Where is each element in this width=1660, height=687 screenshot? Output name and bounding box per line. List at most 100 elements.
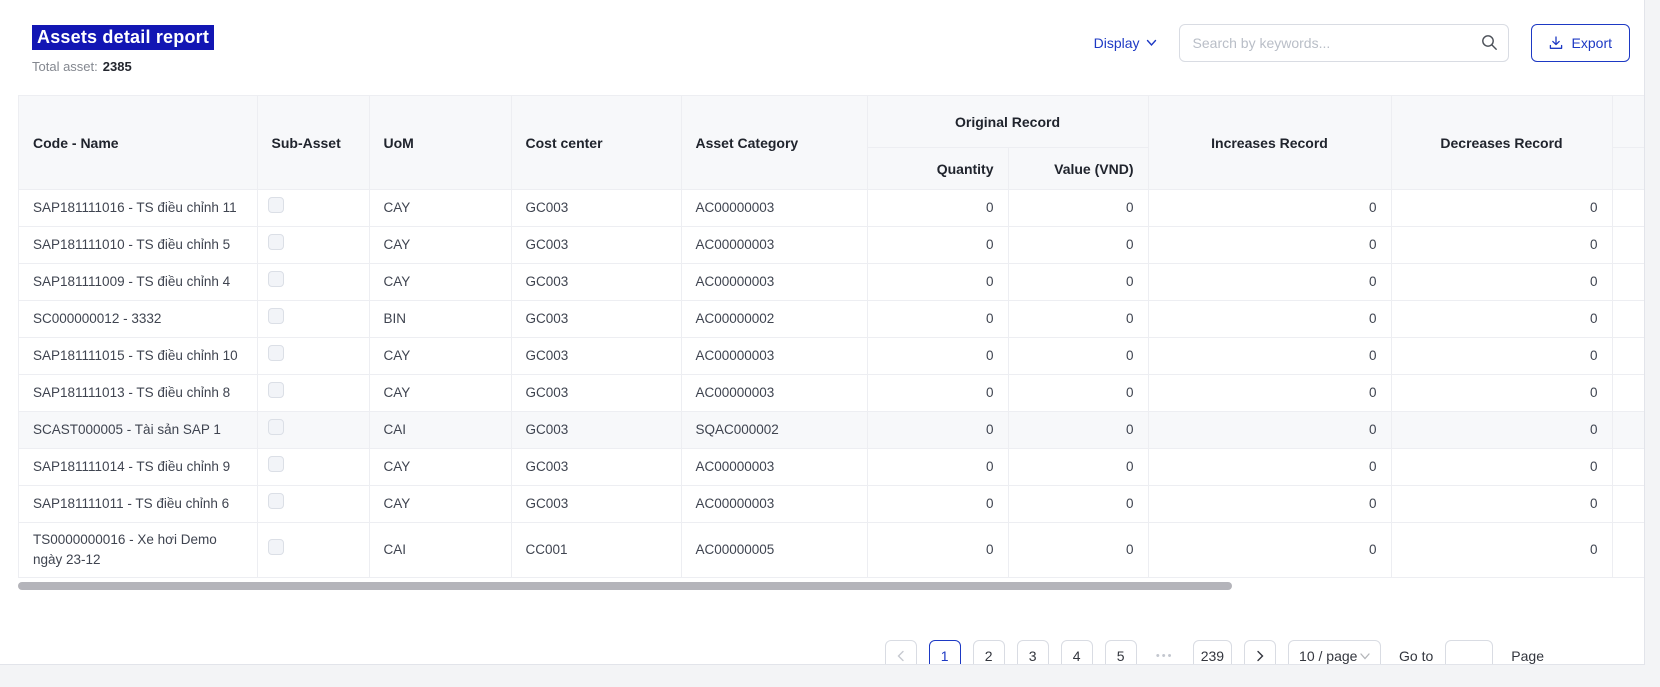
- asset-category-cell: SQAC000002: [681, 411, 868, 449]
- quantity-cell: 0: [867, 300, 1009, 338]
- col-header-code-name: Code - Name: [19, 95, 258, 190]
- quantity-cell: 0: [867, 485, 1009, 523]
- search-icon[interactable]: [1481, 34, 1498, 51]
- pagination-prev-button[interactable]: [884, 640, 917, 664]
- chevron-right-icon: [1255, 650, 1265, 662]
- increases-record-cell: 0: [1148, 485, 1392, 523]
- code-name-cell: SCAST000005 - Tài sản SAP 1: [19, 411, 258, 449]
- sub-asset-checkbox-cell: [257, 411, 370, 449]
- code-name-cell: SAP181111010 - TS điều chỉnh 5: [19, 226, 258, 264]
- search-input[interactable]: [1178, 24, 1509, 62]
- sub-asset-checkbox[interactable]: [267, 419, 284, 435]
- cost-center-cell: CC001: [511, 522, 682, 578]
- sub-asset-checkbox[interactable]: [267, 382, 284, 398]
- pagination-page-1[interactable]: 1: [928, 640, 961, 664]
- decreases-record-cell: 0: [1391, 189, 1613, 227]
- uom-cell: BIN: [369, 300, 512, 338]
- sub-asset-checkbox-cell: [257, 337, 370, 375]
- sub-asset-checkbox[interactable]: [267, 271, 284, 287]
- uom-cell: CAI: [369, 522, 512, 578]
- col-header-sub-asset: Sub-Asset: [257, 95, 370, 190]
- export-button[interactable]: Export: [1530, 24, 1630, 62]
- cost-center-cell: GC003: [511, 448, 682, 486]
- pagination-ellipsis[interactable]: •••: [1155, 650, 1174, 662]
- page-size-value: 10 / page: [1299, 648, 1358, 664]
- quantity-cell: 0: [867, 263, 1009, 301]
- sub-asset-checkbox[interactable]: [267, 456, 284, 472]
- decreases-record-cell: 0: [1391, 226, 1613, 264]
- value-vnd-cell: 0: [1008, 374, 1149, 412]
- asset-category-cell: AC00000005: [681, 522, 868, 578]
- uom-cell: CAY: [369, 485, 512, 523]
- sub-asset-checkbox[interactable]: [267, 493, 284, 509]
- cost-center-cell: GC003: [511, 485, 682, 523]
- chevron-down-icon: [1360, 652, 1370, 660]
- assets-table: Code - Name Sub-Asset UoM Cost center As…: [19, 95, 1644, 578]
- quantity-cell: 0: [867, 337, 1009, 375]
- topbar: Assets detail report Total asset: 2385 Di…: [0, 0, 1644, 95]
- horizontal-scrollbar[interactable]: [18, 582, 1232, 590]
- total-asset-value: 2385: [102, 59, 132, 74]
- pagination-page-3[interactable]: 3: [1016, 640, 1049, 664]
- decreases-record-cell: 0: [1391, 485, 1613, 523]
- table-row: TS0000000016 - Xe hơi Demo ngày 23-12 CAI…: [19, 522, 1644, 578]
- sub-asset-checkbox[interactable]: [267, 308, 284, 324]
- cutoff-cell: [1612, 485, 1644, 523]
- page-title: Assets detail report: [32, 18, 215, 50]
- page-title-selected-text: Assets detail report: [32, 25, 215, 50]
- export-button-label: Export: [1571, 35, 1612, 51]
- quantity-cell: 0: [867, 189, 1009, 227]
- asset-category-cell: AC00000003: [681, 448, 868, 486]
- total-asset-line: Total asset: 2385: [32, 59, 214, 74]
- uom-cell: CAY: [369, 263, 512, 301]
- table-row: SAP181111016 - TS điều chỉnh 11 CAY GC003 A…: [19, 189, 1644, 227]
- value-vnd-cell: 0: [1008, 485, 1149, 523]
- sub-asset-checkbox[interactable]: [267, 539, 284, 555]
- page-size-select[interactable]: 10 / page: [1288, 640, 1382, 664]
- table-row: SAP181111010 - TS điều chỉnh 5 CAY GC003 AC…: [19, 226, 1644, 264]
- pagination-page-2[interactable]: 2: [972, 640, 1005, 664]
- value-vnd-cell: 0: [1008, 411, 1149, 449]
- cutoff-cell: [1612, 374, 1644, 412]
- increases-record-cell: 0: [1148, 411, 1392, 449]
- increases-record-cell: 0: [1148, 263, 1392, 301]
- table-row: SAP181111015 - TS điều chỉnh 10 CAY GC003 A…: [19, 337, 1644, 375]
- decreases-record-cell: 0: [1391, 263, 1613, 301]
- goto-page-input[interactable]: [1445, 640, 1494, 664]
- cutoff-cell: [1612, 411, 1644, 449]
- asset-category-cell: AC00000003: [681, 189, 868, 227]
- pagination-page-239[interactable]: 239: [1192, 640, 1233, 664]
- sub-asset-checkbox[interactable]: [267, 345, 284, 361]
- increases-record-cell: 0: [1148, 189, 1392, 227]
- cost-center-cell: GC003: [511, 337, 682, 375]
- sub-asset-checkbox[interactable]: [267, 197, 284, 213]
- pagination-page-5[interactable]: 5: [1104, 640, 1137, 664]
- col-header-decreases-record: Decreases Record: [1391, 95, 1613, 190]
- increases-record-cell: 0: [1148, 300, 1392, 338]
- page-label: Page: [1511, 648, 1544, 664]
- cost-center-cell: GC003: [511, 411, 682, 449]
- asset-category-cell: AC00000003: [681, 226, 868, 264]
- uom-cell: CAY: [369, 189, 512, 227]
- decreases-record-cell: 0: [1391, 374, 1613, 412]
- display-dropdown[interactable]: Display: [1094, 35, 1157, 51]
- pagination-next-button[interactable]: [1244, 640, 1277, 664]
- cost-center-cell: GC003: [511, 226, 682, 264]
- decreases-record-cell: 0: [1391, 522, 1613, 578]
- cost-center-cell: GC003: [511, 300, 682, 338]
- asset-category-cell: AC00000003: [681, 374, 868, 412]
- value-vnd-cell: 0: [1008, 448, 1149, 486]
- table-row: SCAST000005 - Tài sản SAP 1 CAI GC003 SQAC0…: [19, 411, 1644, 449]
- code-name-cell: SAP181111016 - TS điều chỉnh 11: [19, 189, 258, 227]
- sub-asset-checkbox-cell: [257, 522, 370, 578]
- goto-label: Go to: [1399, 648, 1434, 664]
- pagination-page-4[interactable]: 4: [1060, 640, 1093, 664]
- sub-asset-checkbox[interactable]: [267, 234, 284, 250]
- value-vnd-cell: 0: [1008, 263, 1149, 301]
- asset-category-cell: AC00000003: [681, 337, 868, 375]
- cutoff-cell: [1612, 189, 1644, 227]
- asset-category-cell: AC00000003: [681, 485, 868, 523]
- sub-asset-checkbox-cell: [257, 300, 370, 338]
- code-name-cell: SAP181111015 - TS điều chỉnh 10: [19, 337, 258, 375]
- report-card: Assets detail report Total asset: 2385 Di…: [0, 0, 1645, 665]
